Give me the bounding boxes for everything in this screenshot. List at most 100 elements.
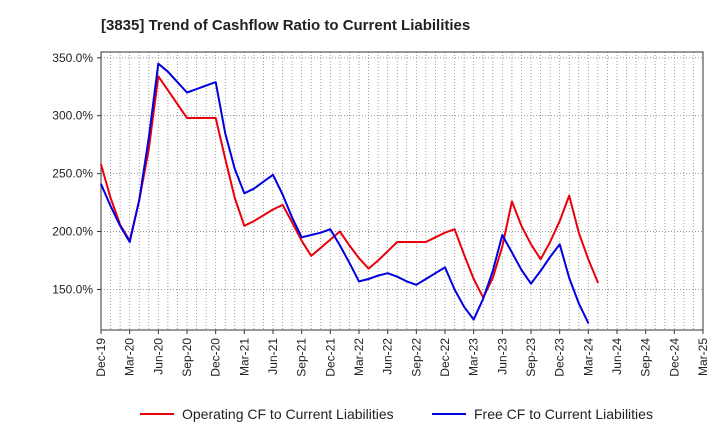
data-point <box>214 81 217 83</box>
series-line-1 <box>100 62 590 324</box>
data-point <box>262 214 265 217</box>
x-tick-label: Sep-22 <box>409 338 423 377</box>
data-point <box>587 322 590 324</box>
x-tick-label: Sep-21 <box>295 338 309 377</box>
y-tick-label: 200.0% <box>52 225 93 239</box>
data-point <box>205 117 207 119</box>
data-point <box>539 270 542 272</box>
data-point <box>214 117 217 119</box>
data-point <box>167 89 169 92</box>
data-point <box>453 288 456 291</box>
x-tick-label: Dec-23 <box>553 338 567 377</box>
data-point <box>463 253 465 256</box>
x-tick-label: Sep-20 <box>180 338 194 377</box>
data-point <box>176 103 179 105</box>
data-point <box>138 199 141 202</box>
data-point <box>195 88 198 90</box>
data-point <box>520 268 523 271</box>
data-point <box>281 204 284 206</box>
data-point <box>491 277 494 279</box>
y-tick-label: 150.0% <box>52 282 93 296</box>
data-point <box>195 117 198 119</box>
x-tick-label: Mar-25 <box>696 338 710 376</box>
data-point <box>339 244 341 247</box>
data-point <box>377 274 379 277</box>
data-point <box>358 280 360 283</box>
data-point <box>558 243 561 246</box>
data-point <box>530 282 532 285</box>
series-points-1 <box>100 62 590 324</box>
x-tick-label: Jun-23 <box>495 338 509 375</box>
data-point <box>415 241 418 243</box>
data-point <box>434 272 437 275</box>
x-tick-label: Dec-24 <box>667 338 681 377</box>
data-point <box>597 281 599 284</box>
data-point <box>415 284 418 286</box>
x-tick-label: Mar-22 <box>352 338 366 376</box>
data-point <box>425 278 427 280</box>
data-point <box>128 241 131 243</box>
data-point <box>109 197 112 199</box>
data-point <box>453 228 456 231</box>
data-point <box>377 259 379 262</box>
data-point <box>157 75 160 78</box>
y-tick-label: 300.0% <box>52 109 93 123</box>
data-point <box>549 256 551 258</box>
data-point <box>405 280 408 283</box>
data-point <box>472 278 475 280</box>
data-point <box>205 84 207 87</box>
x-tick-label: Jun-21 <box>266 338 280 375</box>
data-point <box>272 173 274 176</box>
data-point <box>310 255 313 257</box>
data-point <box>396 275 399 278</box>
y-tick-label: 350.0% <box>52 51 93 65</box>
grid <box>100 52 704 330</box>
data-point <box>348 244 351 247</box>
data-point <box>300 236 303 239</box>
data-point <box>434 236 437 239</box>
data-point <box>444 266 446 269</box>
data-point <box>568 194 571 197</box>
legend: Operating CF to Current Liabilities Free … <box>140 406 653 422</box>
data-point <box>319 231 322 234</box>
data-point <box>176 81 179 83</box>
x-tick-label: Sep-24 <box>639 338 653 377</box>
data-point <box>348 262 351 264</box>
data-point <box>233 168 236 170</box>
data-point <box>482 297 485 300</box>
data-point <box>339 230 341 233</box>
data-point <box>243 192 246 195</box>
data-point <box>262 180 265 183</box>
data-point <box>243 224 246 227</box>
data-point <box>147 136 150 139</box>
x-tick-label: Mar-20 <box>123 338 137 376</box>
data-point <box>224 157 227 160</box>
x-tick-label: Dec-19 <box>94 338 108 377</box>
data-point <box>100 183 102 185</box>
data-point <box>329 228 332 231</box>
plot-frame <box>100 51 704 331</box>
data-point <box>119 224 121 227</box>
data-point <box>587 258 590 261</box>
x-tick-label: Jun-24 <box>610 338 624 375</box>
data-point <box>186 91 188 94</box>
data-point <box>186 117 188 119</box>
x-tick-label: Dec-21 <box>323 338 337 377</box>
data-point <box>386 272 389 275</box>
data-point <box>300 240 303 242</box>
data-point <box>291 216 293 219</box>
x-tick-label: Mar-23 <box>467 338 481 376</box>
data-point <box>511 200 513 203</box>
x-tick-label: Dec-20 <box>209 338 223 377</box>
data-point <box>558 220 561 222</box>
data-point <box>253 187 255 190</box>
data-point <box>109 205 112 207</box>
data-point <box>539 258 542 261</box>
chart-title: [3835] Trend of Cashflow Ratio to Curren… <box>101 17 470 34</box>
data-point <box>310 234 313 236</box>
data-point <box>291 221 293 224</box>
data-point <box>224 132 227 134</box>
data-point <box>444 231 446 234</box>
data-point <box>463 306 465 308</box>
